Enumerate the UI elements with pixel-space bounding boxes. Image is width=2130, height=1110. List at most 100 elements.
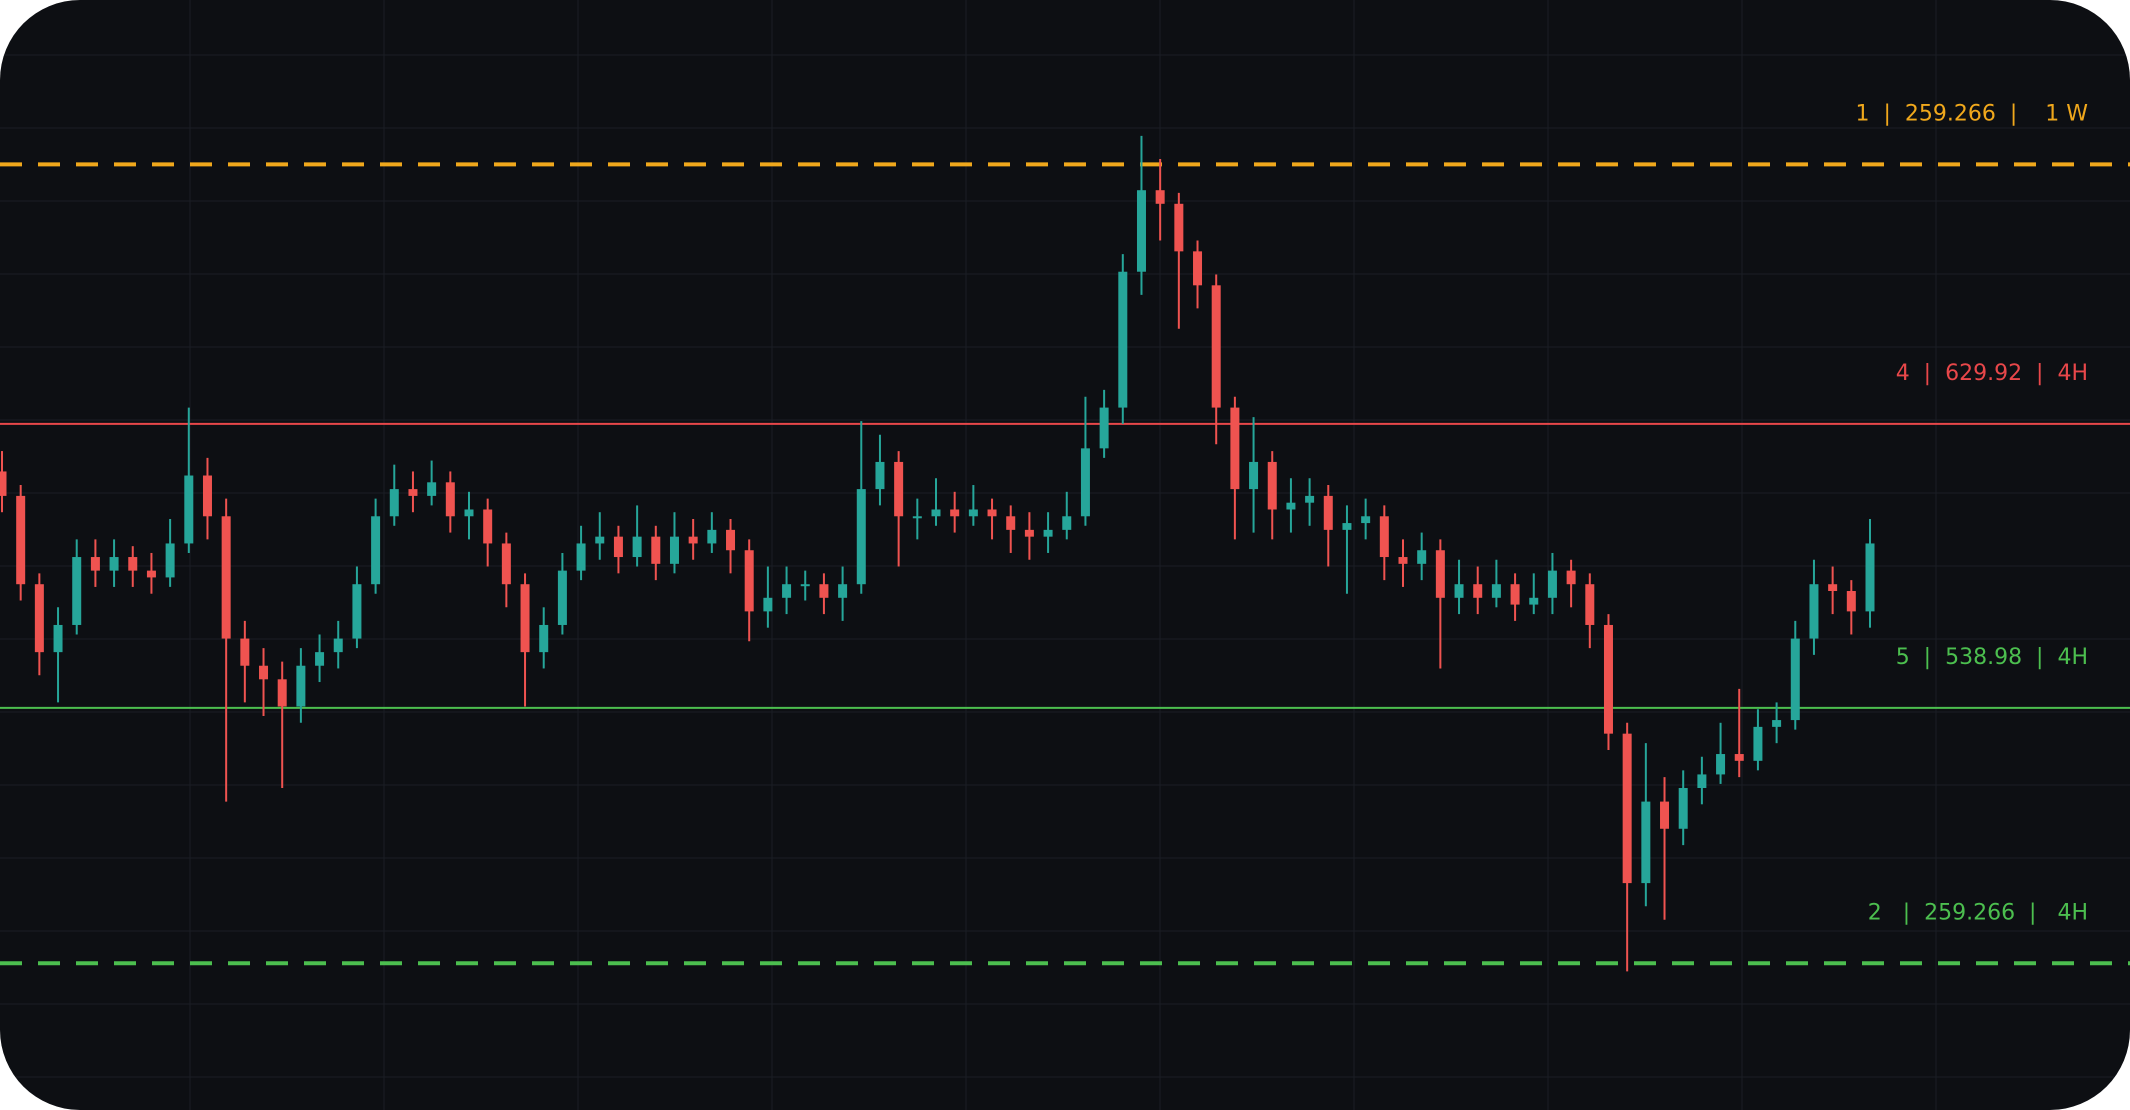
level-label: 5 | 538.98 | 4H (1896, 645, 2088, 670)
candle-body (90, 557, 100, 571)
candle-body (968, 509, 978, 517)
candle-body (296, 665, 306, 707)
candle-body (221, 516, 231, 639)
candle-body (483, 509, 493, 544)
candle-body (1062, 516, 1072, 530)
candle-body (1118, 271, 1128, 408)
candle-body (875, 461, 885, 490)
candle-body (1828, 584, 1838, 592)
candle-body (1790, 638, 1800, 721)
candle-body (744, 550, 754, 612)
candle-body (1846, 591, 1856, 612)
candle-body (1772, 720, 1782, 727)
candle-body (520, 584, 530, 653)
candle-body (1136, 190, 1146, 272)
candle-body (427, 482, 437, 496)
candle-body (371, 516, 381, 585)
candle-body (669, 536, 679, 564)
candle-body (72, 557, 82, 625)
level-label: 1 | 259.266 | 1 W (1856, 101, 2089, 126)
candle-body (184, 475, 194, 544)
candle-body (315, 652, 325, 666)
candle-body (1286, 502, 1296, 510)
candle-body (856, 489, 866, 585)
candle-body (1585, 584, 1595, 625)
candle-body (1249, 461, 1259, 490)
candle-body (1043, 529, 1053, 537)
candle-body (333, 638, 343, 653)
candle-body (16, 495, 26, 585)
level-labels: 1 | 259.266 | 1 W 4 | 629.92 | 4H 5 | 538.… (1856, 101, 2089, 925)
candle-body (501, 543, 511, 585)
candle-body (464, 509, 474, 517)
candle-body (1230, 407, 1240, 490)
candle-body (1641, 801, 1651, 884)
candle-body (950, 509, 960, 517)
candle-body (1603, 624, 1613, 734)
candle-body (1716, 754, 1726, 775)
candle-body (1155, 190, 1165, 204)
candle-body (894, 461, 904, 517)
candle-body (1342, 523, 1352, 530)
candle-body (632, 536, 642, 558)
candle-body (688, 536, 698, 544)
candle-body (1734, 754, 1744, 761)
candle-body (1529, 597, 1539, 605)
candle-body (1379, 516, 1389, 558)
candle-body (202, 475, 212, 517)
candle-body (1622, 733, 1632, 884)
candle-body (912, 516, 922, 519)
candles (0, 135, 1875, 972)
candle-body (782, 584, 792, 598)
candle-body (0, 471, 7, 496)
candle-body (1454, 584, 1464, 598)
candle-body (408, 489, 418, 496)
candle-body (109, 557, 119, 571)
candle-body (1697, 774, 1707, 789)
candle-body (53, 624, 63, 653)
candle-body (819, 584, 829, 598)
candle-body (1809, 584, 1819, 639)
candle-body (838, 584, 848, 598)
levels (0, 162, 2130, 966)
candle-body (240, 638, 250, 666)
level-label: 2 | 259.266 | 4H (1868, 900, 2088, 925)
candle-body (389, 489, 399, 517)
candle-body (1753, 726, 1763, 761)
candle-body (557, 570, 567, 625)
candle-body (763, 597, 773, 612)
candle-body (1305, 495, 1315, 503)
candle-body (651, 536, 661, 564)
candle-body (595, 536, 605, 544)
candle-body (259, 665, 269, 680)
candle-body (445, 482, 455, 517)
candle-body (1006, 516, 1016, 530)
candle-body (539, 624, 549, 653)
candle-body (146, 570, 156, 578)
candle-body (277, 679, 287, 707)
candle-body (1080, 448, 1090, 517)
candle-body (1024, 529, 1034, 537)
candle-body (1193, 251, 1203, 286)
candle-body (1417, 550, 1427, 564)
candle-body (1267, 461, 1277, 510)
candle-body (34, 584, 44, 653)
candle-body (987, 509, 997, 517)
candle-body (613, 536, 623, 558)
candle-body (1491, 584, 1501, 598)
candle-body (1174, 203, 1184, 252)
candle-body (1323, 495, 1333, 530)
candle-body (165, 543, 175, 578)
candle-body (1398, 557, 1408, 564)
candle-body (931, 509, 941, 517)
candle-body (1865, 543, 1875, 612)
candle-body (726, 529, 736, 551)
candle-body (1099, 407, 1109, 449)
level-label: 4 | 629.92 | 4H (1896, 361, 2088, 386)
candle-body (1473, 584, 1483, 598)
candle-body (1566, 570, 1576, 585)
